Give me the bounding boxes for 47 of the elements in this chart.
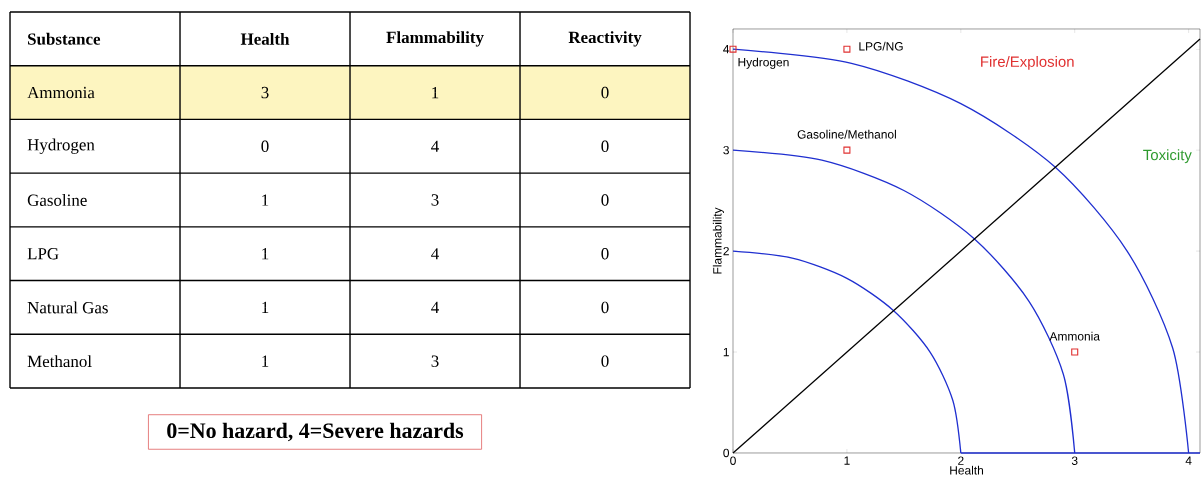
data-label: 0 — [601, 301, 609, 314]
data-label: 0 — [261, 140, 269, 152]
x-tick-label: Reactivity — [568, 31, 642, 47]
data-label: 0 — [601, 247, 609, 260]
y-tick-label: Natural Gas — [27, 301, 108, 314]
annotation: LPG/NG — [859, 41, 903, 51]
y-tick-label: Gasoline — [27, 194, 87, 206]
y-tick-label: 3 — [723, 145, 729, 155]
y-tick-label: 4 — [723, 45, 730, 54]
y-tick-label: 2 — [723, 246, 729, 256]
data-label: 0 — [601, 355, 609, 367]
data-label: 3 — [431, 194, 439, 206]
y-tick-label: Methanol — [27, 355, 92, 368]
annotation: Ammonia — [1049, 331, 1100, 341]
x-tick-label: 1 — [844, 456, 850, 465]
x-tick-label: Health — [240, 32, 290, 45]
annotation: Fire/Explosion — [981, 55, 1074, 70]
y-tick-label: 0 — [723, 448, 730, 458]
x-tick-label: Flammability — [386, 31, 484, 47]
data-label: 0 — [601, 86, 609, 99]
x-tick-label: 2 — [958, 456, 964, 465]
data-label: 1 — [262, 248, 269, 260]
y-tick-label: Ammonia — [27, 86, 95, 99]
data-label: 3 — [261, 86, 269, 99]
x-tick-label: 0 — [730, 456, 736, 465]
data-label: 4 — [431, 248, 439, 260]
annotation: Gasoline/Methanol — [797, 129, 896, 139]
text: 0=No hazard, 4=Severe hazards — [167, 422, 464, 442]
data-label: 1 — [432, 86, 439, 99]
annotation: Hydrogen — [738, 57, 789, 69]
y-tick-label: LPG — [27, 248, 59, 260]
data-label: 0 — [601, 194, 609, 206]
annotation: Toxicity — [1143, 149, 1192, 164]
x-tick-label: 4 — [1185, 456, 1192, 465]
y-tick-label: Hydrogen — [27, 138, 95, 154]
data-label: 4 — [431, 301, 439, 313]
y-axis-title: Flammability — [712, 207, 724, 274]
data-label: 0 — [601, 140, 609, 152]
y-tick-label: 1 — [723, 347, 729, 357]
y-axis-title: Substance — [28, 32, 101, 45]
data-label: 1 — [262, 194, 269, 206]
x-axis-title: Health — [950, 465, 984, 475]
data-label: 3 — [431, 355, 439, 367]
x-tick-label: 3 — [1071, 456, 1078, 465]
data-label: 4 — [431, 140, 439, 152]
data-label: 1 — [262, 301, 269, 314]
data-label: 1 — [262, 355, 269, 367]
